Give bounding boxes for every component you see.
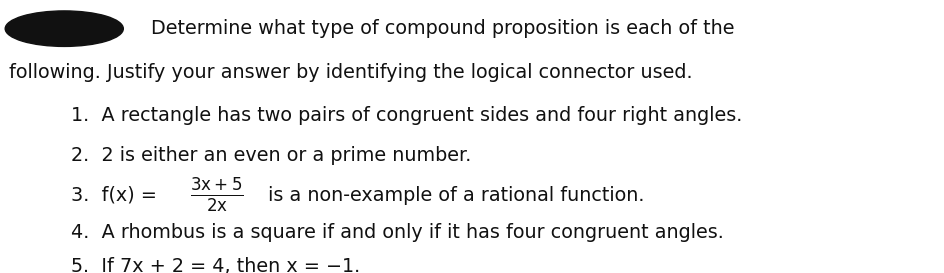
Text: following. Justify your answer by identifying the logical connector used.: following. Justify your answer by identi… xyxy=(9,63,692,82)
Text: 3.  f(x) =: 3. f(x) = xyxy=(71,186,162,205)
Text: $\mathsf{\frac{3x+5}{2x}}$: $\mathsf{\frac{3x+5}{2x}}$ xyxy=(190,176,244,214)
Text: 1.  A rectangle has two pairs of congruent sides and four right angles.: 1. A rectangle has two pairs of congruen… xyxy=(71,106,741,125)
Text: Determine what type of compound proposition is each of the: Determine what type of compound proposit… xyxy=(151,19,733,38)
Text: 2.  2 is either an even or a prime number.: 2. 2 is either an even or a prime number… xyxy=(71,146,471,165)
Text: 4.  A rhombus is a square if and only if it has four congruent angles.: 4. A rhombus is a square if and only if … xyxy=(71,223,723,242)
Text: 5.  If 7x + 2 = 4, then x = −1.: 5. If 7x + 2 = 4, then x = −1. xyxy=(71,257,360,273)
Text: is a non-example of a rational function.: is a non-example of a rational function. xyxy=(261,186,644,205)
Ellipse shape xyxy=(5,11,123,46)
